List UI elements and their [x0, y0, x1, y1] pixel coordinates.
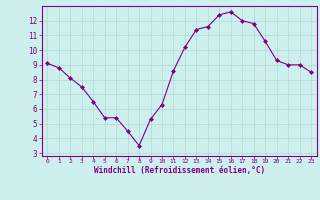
- X-axis label: Windchill (Refroidissement éolien,°C): Windchill (Refroidissement éolien,°C): [94, 166, 265, 175]
